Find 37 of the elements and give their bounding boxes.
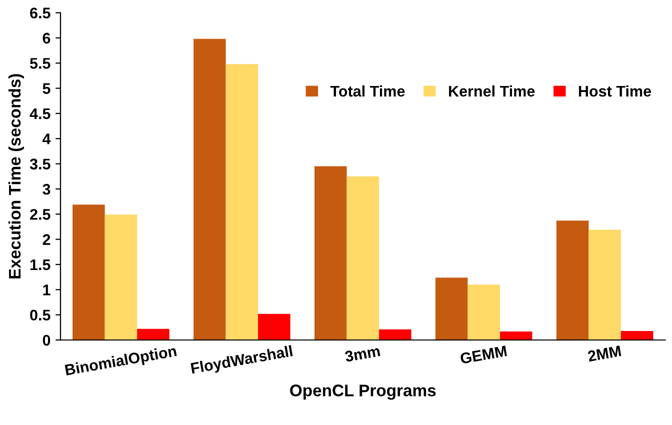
y-tick-label: 3.5 bbox=[30, 158, 50, 170]
bar bbox=[435, 278, 468, 340]
legend-label: Host Time bbox=[578, 85, 652, 97]
bar bbox=[620, 330, 654, 340]
bar bbox=[346, 176, 380, 340]
y-tick-label: 4 bbox=[42, 134, 51, 144]
bar bbox=[137, 328, 170, 340]
y-tick-label: 4.5 bbox=[30, 108, 50, 120]
x-tick-label: 2MM bbox=[587, 345, 622, 362]
bar bbox=[379, 329, 412, 340]
y-tick-label: 2 bbox=[42, 234, 50, 245]
y-tick-label: 5 bbox=[42, 83, 50, 94]
bar bbox=[468, 284, 500, 340]
y-axis-title: Execution Time (seconds) bbox=[8, 74, 24, 278]
y-tick-label: 1 bbox=[43, 284, 50, 296]
y-tick-label: 0.5 bbox=[30, 310, 50, 321]
y-tick-label: 6.5 bbox=[30, 8, 50, 18]
legend-label: Total Time bbox=[330, 85, 405, 97]
x-tick-label: 3mm bbox=[344, 345, 380, 362]
bar bbox=[72, 204, 105, 340]
bar bbox=[226, 64, 258, 340]
bar bbox=[194, 38, 226, 340]
bar bbox=[314, 166, 347, 340]
bar bbox=[258, 314, 290, 340]
bar bbox=[588, 230, 621, 340]
y-tick-label: 2.5 bbox=[30, 209, 50, 220]
bar bbox=[556, 220, 589, 340]
y-tick-label: 3 bbox=[42, 184, 50, 195]
bar bbox=[500, 331, 532, 340]
x-axis-title: OpenCL Programs bbox=[290, 384, 436, 400]
y-tick-label: 0 bbox=[42, 334, 50, 346]
bar bbox=[104, 214, 138, 340]
y-tick-label: 1.5 bbox=[30, 260, 50, 270]
y-tick-label: 6 bbox=[42, 32, 50, 44]
legend-label: Kernel Time bbox=[449, 85, 535, 97]
x-tick-label: GEMM bbox=[460, 345, 507, 364]
y-tick-label: 5.5 bbox=[30, 58, 50, 69]
